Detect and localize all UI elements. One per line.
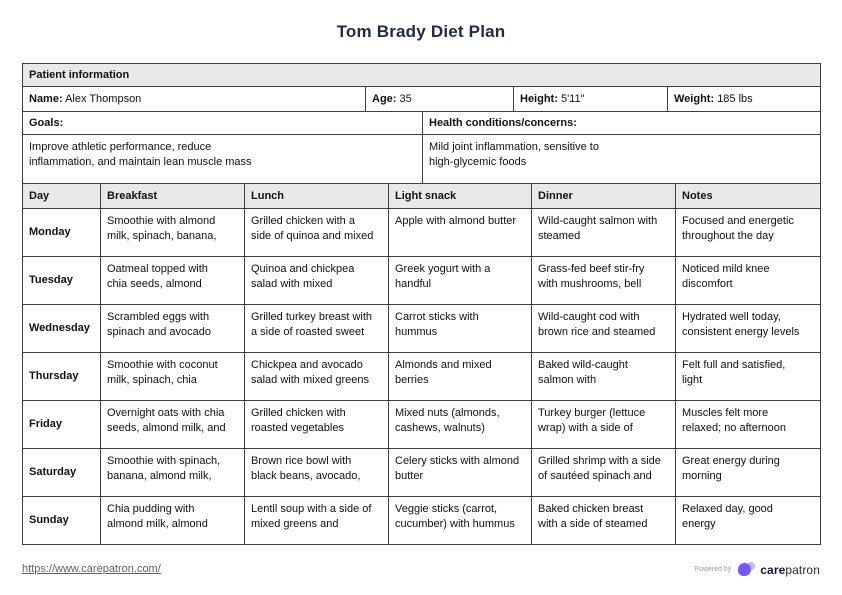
powered-by-label: Powered by [694,566,732,573]
brand-wordmark-bold: care [760,562,786,577]
health-conditions-label: Health conditions/concerns: [422,111,821,135]
lunch-cell: Lentil soup with a side of mixed greens … [244,496,389,545]
notes-cell: Muscles felt more relaxed; no afternoon [675,400,821,449]
notes-cell: Noticed mild knee discomfort [675,256,821,305]
goals-health-content-row: Improve athletic performance, reduce inf… [22,134,821,184]
dinner-cell: Grilled shrimp with a side of sautéed sp… [531,448,676,497]
powered-by-brand: Powered by carepatron [694,562,820,577]
tables-container: Patient information Name: Alex Thompson … [21,63,822,545]
day-cell: Friday [22,400,101,449]
day-cell: Tuesday [22,256,101,305]
lunch-cell: Grilled chicken with a side of quinoa an… [244,208,389,257]
notes-cell: Relaxed day, good energy [675,496,821,545]
name-label: Name: [29,92,63,105]
goals-health-table: Goals: Health conditions/concerns: Impro… [22,111,821,184]
goals-label: Goals: [22,111,423,135]
column-header-lunch: Lunch [244,183,389,209]
patient-info-section-title: Patient information [21,63,822,87]
weight-label: Weight: [674,92,715,105]
lunch-cell: Grilled turkey breast with a side of roa… [244,304,389,353]
brand-wordmark-light: patron [785,562,820,577]
patient-info-table: Patient information Name: Alex Thompson … [21,63,822,112]
goals-value: Improve athletic performance, reduce inf… [22,134,423,184]
name-field: Name: Alex Thompson [22,86,366,112]
logo-dot-shape [747,562,756,570]
lunch-cell: Chickpea and avocado salad with mixed gr… [244,352,389,401]
dinner-cell: Wild-caught salmon with steamed [531,208,676,257]
breakfast-cell: Chia pudding with almond milk, almond [100,496,245,545]
column-header-breakfast: Breakfast [100,183,245,209]
breakfast-cell: Overnight oats with chia seeds, almond m… [100,400,245,449]
notes-cell: Felt full and satisfied, light [675,352,821,401]
lunch-cell: Grilled chicken with roasted vegetables [244,400,389,449]
age-field: Age: 35 [365,86,514,112]
weight-field: Weight: 185 lbs [666,86,822,112]
light-snack-cell: Celery sticks with almond butter [388,448,532,497]
dinner-cell: Baked chicken breast with a side of stea… [531,496,676,545]
column-header-light-snack: Light snack [388,183,532,209]
carepatron-link[interactable]: https://www.carepatron.com/ [22,563,161,575]
name-value: Alex Thompson [65,92,142,105]
table-row-wednesday: Wednesday Scrambled eggs with spinach an… [22,304,821,353]
weight-value: 185 lbs [717,92,753,105]
height-label: Height: [520,92,558,105]
column-header-day: Day [22,183,101,209]
day-cell: Saturday [22,448,101,497]
page-title: Tom Brady Diet Plan [336,22,506,41]
breakfast-cell: Smoothie with almond milk, spinach, bana… [100,208,245,257]
breakfast-cell: Oatmeal topped with chia seeds, almond [100,256,245,305]
patient-info-header-row: Patient information [21,63,822,87]
light-snack-cell: Mixed nuts (almonds, cashews, walnuts) [388,400,532,449]
health-conditions-value: Mild joint inflammation, sensitive to hi… [422,134,821,184]
column-header-dinner: Dinner [531,183,676,209]
patient-fields-row: Name: Alex Thompson Age: 35 Height: 5'11… [22,86,822,112]
light-snack-cell: Veggie sticks (carrot, cucumber) with hu… [388,496,532,545]
day-cell: Thursday [22,352,101,401]
light-snack-cell: Greek yogurt with a handful [388,256,532,305]
breakfast-cell: Smoothie with spinach, banana, almond mi… [100,448,245,497]
dinner-cell: Baked wild-caught salmon with [531,352,676,401]
light-snack-cell: Carrot sticks with hummus [388,304,532,353]
day-cell: Monday [22,208,101,257]
light-snack-cell: Almonds and mixed berries [388,352,532,401]
age-label: Age: [372,92,397,105]
meal-table-header-row: Day Breakfast Lunch Light snack Dinner N… [22,183,821,209]
table-row-sunday: Sunday Chia pudding with almond milk, al… [22,496,821,545]
brand-wordmark: carepatron [760,563,820,577]
lunch-cell: Brown rice bowl with black beans, avocad… [244,448,389,497]
notes-cell: Focused and energetic throughout the day [675,208,821,257]
carepatron-logo-icon [738,562,756,577]
notes-cell: Great energy during morning [675,448,821,497]
table-row-saturday: Saturday Smoothie with spinach, banana, … [22,448,821,497]
age-value: 35 [399,92,412,105]
meal-plan-table: Day Breakfast Lunch Light snack Dinner N… [22,183,821,545]
notes-cell: Hydrated well today, consistent energy l… [675,304,821,353]
light-snack-cell: Apple with almond butter [388,208,532,257]
day-cell: Sunday [22,496,101,545]
day-cell: Wednesday [22,304,101,353]
logo-blob-shape [738,563,752,576]
table-row-friday: Friday Overnight oats with chia seeds, a… [22,400,821,449]
goals-health-labels-row: Goals: Health conditions/concerns: [22,111,821,135]
height-value: 5'11" [560,92,585,105]
dinner-cell: Turkey burger (lettuce wrap) with a side… [531,400,676,449]
breakfast-cell: Smoothie with coconut milk, spinach, chi… [100,352,245,401]
table-row-monday: Monday Smoothie with almond milk, spinac… [22,208,821,257]
breakfast-cell: Scrambled eggs with spinach and avocado [100,304,245,353]
column-header-notes: Notes [675,183,821,209]
dinner-cell: Wild-caught cod with brown rice and stea… [531,304,676,353]
height-field: Height: 5'11" [513,86,668,112]
table-row-thursday: Thursday Smoothie with coconut milk, spi… [22,352,821,401]
table-row-tuesday: Tuesday Oatmeal topped with chia seeds, … [22,256,821,305]
lunch-cell: Quinoa and chickpea salad with mixed [244,256,389,305]
dinner-cell: Grass-fed beef stir-fry with mushrooms, … [531,256,676,305]
